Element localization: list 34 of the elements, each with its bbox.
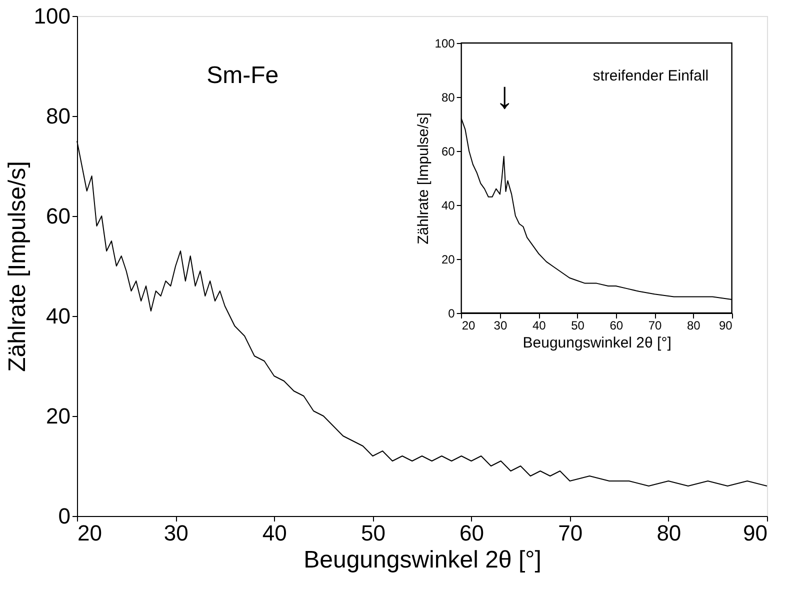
x-tick-label: 60 [460,520,484,546]
y-axis-title: Zählrate [Impulse/s] [414,112,432,244]
x-axis-title: Beugungswinkel 2θ [°] [304,546,542,574]
x-tick-label: 80 [656,520,682,546]
y-tick-label: 0 [448,306,456,320]
y-tick-label: 80 [441,90,456,104]
y-tick-label: 20 [46,404,70,428]
y-axis-title: Zählrate [Impulse/s] [4,161,31,372]
x-tick-label: 50 [360,520,386,546]
x-tick-label: 30 [494,318,508,332]
y-tick-label: 60 [441,144,456,158]
x-tick-label: 60 [610,318,624,332]
x-tick-label: 50 [571,318,585,332]
y-tick-label: 20 [441,252,456,266]
x-tick-label: 40 [532,318,546,332]
x-tick-label: 70 [648,318,662,332]
x-tick-label: 20 [78,520,102,546]
x-axis-title: Beugungswinkel 2θ [°] [522,334,672,352]
y-tick-label: 0 [58,504,70,528]
y-tick-label: 40 [441,198,456,212]
annotation: Sm-Fe [206,62,279,89]
annotation: ↓ [495,74,514,116]
x-tick-label: 20 [462,318,476,332]
x-tick-label: 30 [164,520,188,546]
y-tick-label: 100 [434,36,456,50]
y-tick-label: 80 [46,104,70,128]
annotation: streifender Einfall [592,67,709,84]
x-tick-label: 90 [718,318,733,332]
y-tick-label: 100 [34,4,70,28]
x-tick-label: 80 [686,318,701,332]
x-tick-label: 90 [743,520,768,546]
x-tick-label: 40 [262,520,287,546]
y-tick-label: 60 [46,204,70,228]
x-tick-label: 70 [558,520,583,546]
